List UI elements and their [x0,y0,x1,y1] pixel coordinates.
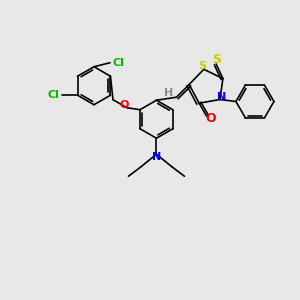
Text: Cl: Cl [112,58,124,68]
Text: O: O [205,112,216,125]
Text: N: N [217,92,226,101]
Text: H: H [164,88,173,98]
Text: N: N [152,152,161,162]
Text: O: O [119,100,129,110]
Text: Cl: Cl [48,90,59,100]
Text: S: S [212,52,220,65]
Text: S: S [198,61,206,71]
